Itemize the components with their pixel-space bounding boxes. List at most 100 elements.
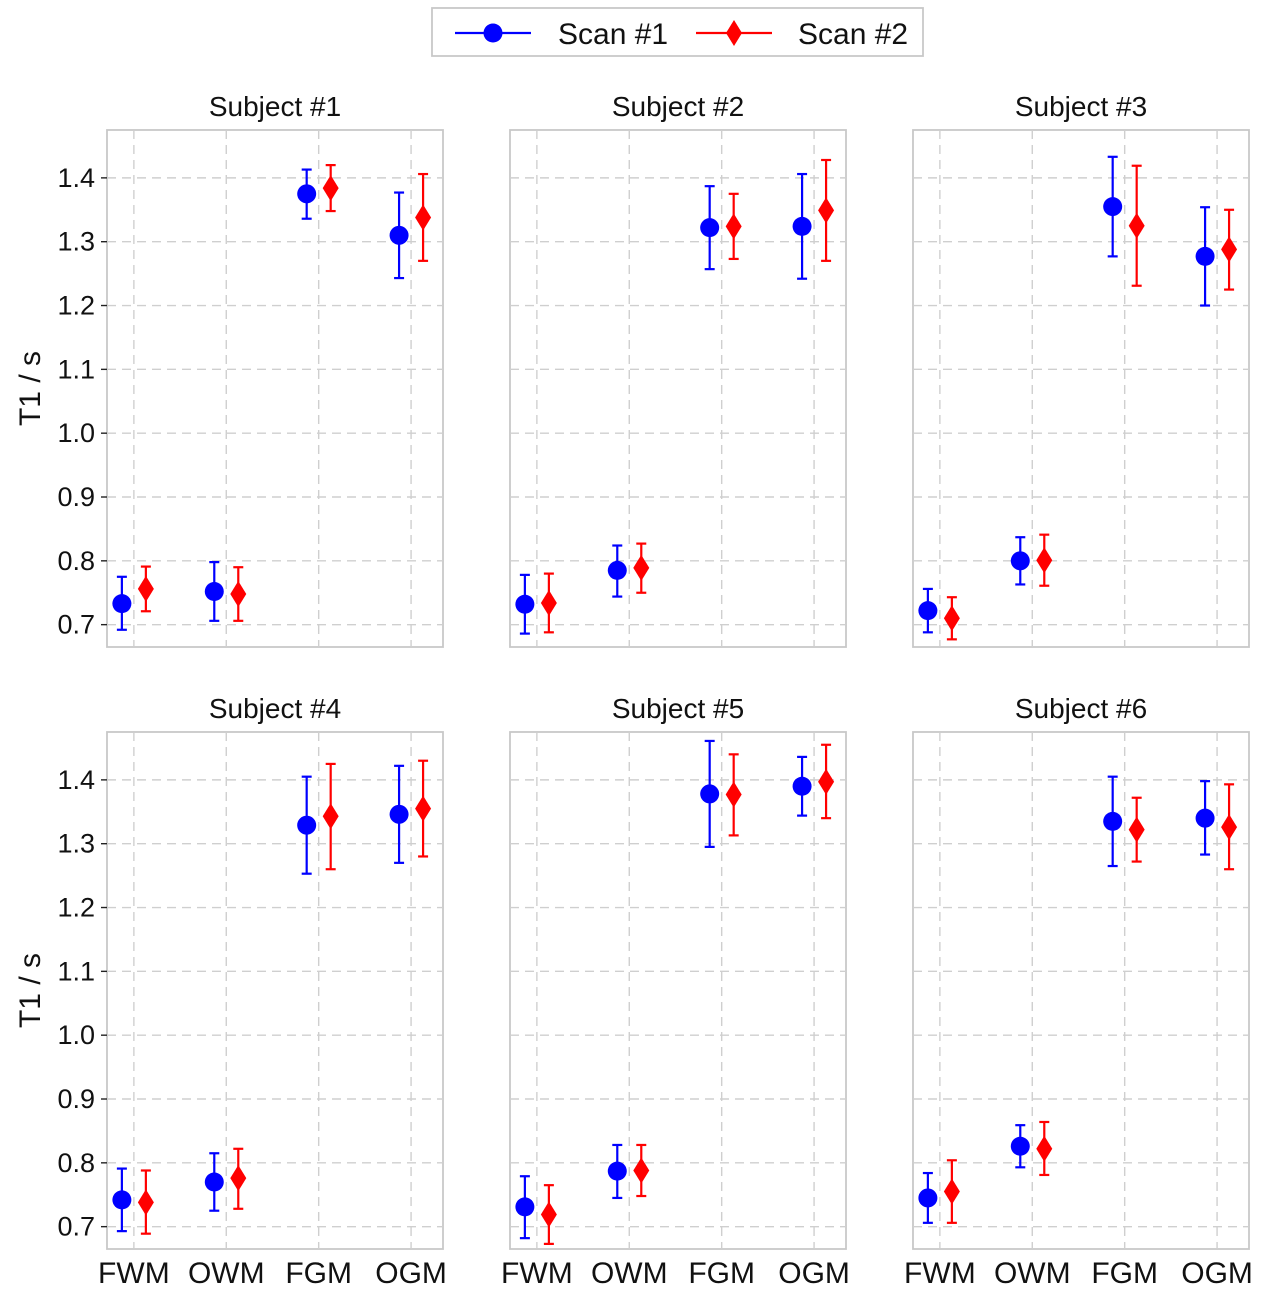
y-tick-label: 1.2 bbox=[57, 893, 95, 923]
data-point-owm bbox=[1010, 1124, 1030, 1169]
data-point-ogm bbox=[818, 158, 835, 262]
panel-subject-4: Subject #4 0.7 0.8 0.9 1.0 1.1 1.2 1.3 1.4 FWM OWM… bbox=[14, 693, 447, 1290]
panel-title: Subject #5 bbox=[612, 693, 744, 724]
data-point-fgm bbox=[700, 185, 720, 271]
panel-title: Subject #3 bbox=[1015, 91, 1147, 122]
diamond-marker bbox=[1221, 814, 1238, 841]
series-scan-2 bbox=[540, 158, 835, 634]
data-point-ogm bbox=[818, 743, 835, 820]
data-point-ogm bbox=[389, 191, 409, 280]
diamond-marker bbox=[943, 605, 960, 632]
legend-circle-marker bbox=[483, 23, 503, 43]
data-point-fwm bbox=[918, 1171, 938, 1224]
series-scan-1 bbox=[918, 155, 1215, 634]
diamond-marker bbox=[818, 197, 835, 224]
diamond-marker bbox=[1036, 1135, 1053, 1162]
data-point-fgm bbox=[297, 168, 317, 220]
panel-title: Subject #6 bbox=[1015, 693, 1147, 724]
panel-subject-5: Subject #5 FWM OWM FGM OGM bbox=[501, 693, 850, 1290]
data-point-fwm bbox=[112, 575, 132, 631]
circle-marker bbox=[204, 1172, 224, 1192]
data-point-owm bbox=[607, 1143, 627, 1200]
x-tick-label: OGM bbox=[778, 1257, 850, 1290]
plot-area bbox=[509, 129, 847, 648]
y-tick-label: 0.9 bbox=[57, 1084, 95, 1114]
diamond-marker bbox=[540, 589, 557, 616]
x-tick-label: FGM bbox=[688, 1257, 755, 1290]
diamond-marker bbox=[818, 768, 835, 795]
x-tick-label: FWM bbox=[904, 1257, 976, 1290]
plot-area bbox=[106, 129, 444, 648]
legend-label: Scan #1 bbox=[558, 18, 668, 51]
series-scan-2 bbox=[943, 783, 1238, 1224]
diamond-marker bbox=[230, 581, 247, 608]
y-tick-label: 1.3 bbox=[57, 829, 95, 859]
x-tick-label: FGM bbox=[285, 1257, 352, 1290]
data-point-owm bbox=[1036, 533, 1053, 587]
y-tick-label: 1.0 bbox=[57, 1020, 95, 1050]
circle-marker bbox=[1010, 551, 1030, 571]
y-tick-label: 1.4 bbox=[57, 765, 95, 795]
y-tick-label: 1.2 bbox=[57, 291, 95, 321]
legend-entry-1: Scan #1 bbox=[455, 18, 668, 51]
y-tick-label: 0.7 bbox=[57, 1212, 95, 1242]
circle-marker bbox=[112, 1190, 132, 1210]
x-tick-label: OWM bbox=[591, 1257, 668, 1290]
data-point-fwm bbox=[515, 1175, 535, 1240]
x-tick-label: OGM bbox=[375, 1257, 447, 1290]
circle-marker bbox=[792, 776, 812, 796]
y-axis-label: T1 / s bbox=[14, 351, 47, 426]
data-point-fwm bbox=[918, 587, 938, 634]
y-tick-label: 1.1 bbox=[57, 354, 95, 384]
diamond-marker bbox=[1221, 236, 1238, 263]
diamond-marker bbox=[322, 175, 339, 202]
diamond-marker bbox=[1128, 212, 1145, 239]
data-point-fwm bbox=[943, 596, 960, 641]
series-scan-1 bbox=[515, 172, 812, 635]
circle-marker bbox=[515, 1197, 535, 1217]
data-point-fwm bbox=[943, 1159, 960, 1224]
series-scan-1 bbox=[515, 739, 812, 1240]
y-tick-label: 0.9 bbox=[57, 482, 95, 512]
data-point-fwm bbox=[515, 573, 535, 635]
diamond-marker bbox=[725, 213, 742, 240]
data-point-fwm bbox=[137, 1169, 154, 1235]
y-axis-label: T1 / s bbox=[14, 953, 47, 1028]
diamond-marker bbox=[322, 803, 339, 830]
y-tick-label: 1.0 bbox=[57, 418, 95, 448]
data-point-fgm bbox=[1103, 155, 1123, 258]
data-point-ogm bbox=[1221, 783, 1238, 871]
data-point-owm bbox=[1036, 1120, 1053, 1177]
circle-marker bbox=[112, 594, 132, 614]
data-point-owm bbox=[204, 1152, 224, 1212]
panel-subject-3: Subject #3 bbox=[912, 91, 1250, 648]
panel-subject-2: Subject #2 bbox=[509, 91, 847, 648]
circle-marker bbox=[1010, 1136, 1030, 1156]
panel-subject-1: Subject #1 0.7 0.8 0.9 1.0 1.1 1.2 1.3 1.4 T1 / s bbox=[14, 91, 444, 648]
x-tick-label: OWM bbox=[188, 1257, 265, 1290]
data-point-ogm bbox=[1195, 206, 1215, 307]
diamond-marker bbox=[540, 1201, 557, 1228]
data-point-owm bbox=[633, 542, 650, 594]
data-point-fwm bbox=[112, 1167, 132, 1233]
y-tick-label: 0.8 bbox=[57, 1148, 95, 1178]
circle-marker bbox=[515, 594, 535, 614]
plot-area bbox=[912, 731, 1250, 1250]
panel-title: Subject #4 bbox=[209, 693, 341, 724]
circle-marker bbox=[1103, 197, 1123, 217]
diamond-marker bbox=[943, 1178, 960, 1205]
y-tick-label: 0.7 bbox=[57, 610, 95, 640]
panels: Subject #1 0.7 0.8 0.9 1.0 1.1 1.2 1.3 1.4 T1 / s… bbox=[14, 91, 1253, 1290]
circle-marker bbox=[297, 184, 317, 204]
data-point-ogm bbox=[1195, 780, 1215, 856]
data-point-ogm bbox=[415, 759, 432, 858]
diamond-marker bbox=[725, 781, 742, 808]
y-tick-label: 1.3 bbox=[57, 227, 95, 257]
series-scan-1 bbox=[112, 168, 409, 631]
x-tick-label: OWM bbox=[994, 1257, 1071, 1290]
circle-marker bbox=[1103, 811, 1123, 831]
data-point-fgm bbox=[322, 164, 339, 213]
series-scan-2 bbox=[137, 164, 432, 622]
data-point-fgm bbox=[700, 739, 720, 848]
panel-subject-6: Subject #6 FWM OWM FGM OGM bbox=[904, 693, 1253, 1290]
